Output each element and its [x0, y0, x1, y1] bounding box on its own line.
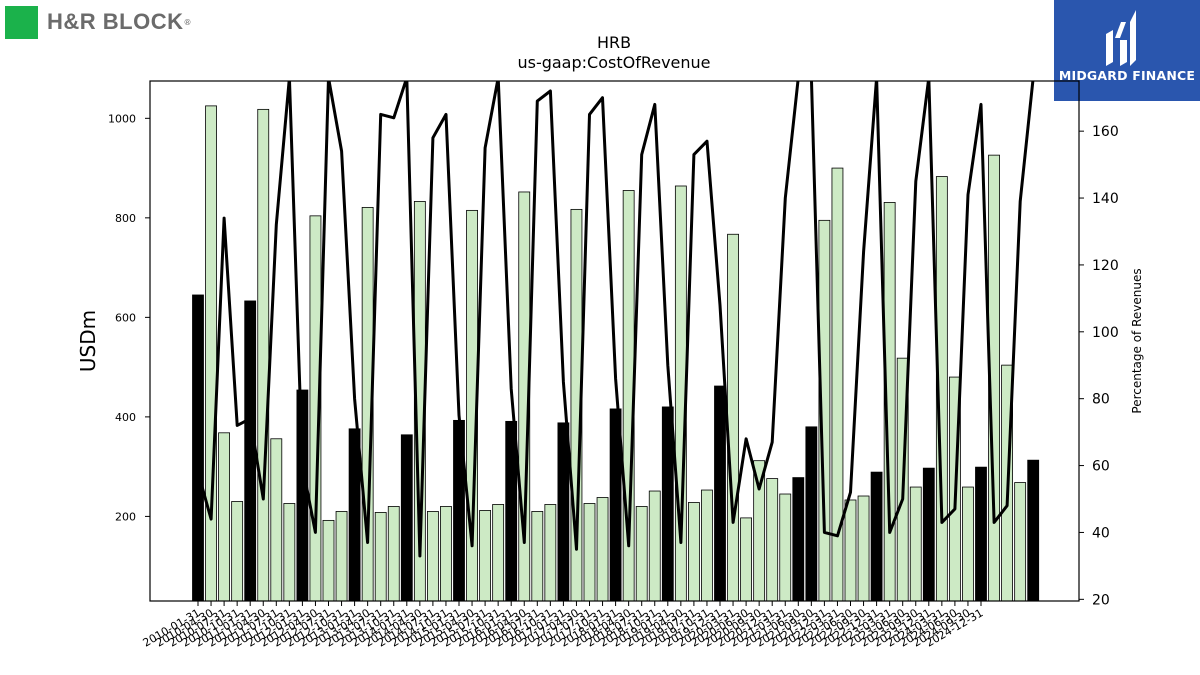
- y2-tick-label: 140: [1092, 191, 1119, 207]
- bar-quarter: [688, 502, 700, 602]
- y2-tick-label: 40: [1092, 525, 1110, 541]
- bar-quarter: [231, 501, 244, 602]
- bar-quarter: [1014, 482, 1027, 602]
- bar-quarter: [857, 495, 870, 602]
- bar-quarter: [583, 503, 596, 602]
- y2-tick-label: 20: [1092, 592, 1110, 608]
- bar-quarter: [962, 486, 974, 602]
- y-tick-label: 200: [115, 510, 136, 523]
- bar-annual: [1027, 459, 1040, 602]
- bar-annual: [792, 477, 805, 602]
- y-tick-label: 600: [115, 311, 136, 324]
- y-tick-label: 1000: [108, 112, 136, 125]
- midgard-wordmark: MIDGARD FINANCE: [1058, 68, 1196, 83]
- midgard-logo-graphic: [1054, 0, 1200, 101]
- y2-tick-label: 80: [1092, 392, 1110, 408]
- y2-tick-label: 100: [1092, 325, 1119, 341]
- chart-subtitle: us-gaap:CostOfRevenue: [517, 53, 710, 72]
- y2-tick-label: 160: [1092, 124, 1119, 140]
- midgard-monogram-icon: [1106, 10, 1136, 66]
- bar-quarter: [335, 511, 348, 602]
- bar-quarter: [727, 233, 739, 602]
- bar-quarter: [322, 519, 335, 602]
- chart-title: HRB: [597, 33, 631, 52]
- bar-quarter: [374, 512, 387, 602]
- bar-quarter: [766, 478, 779, 602]
- y2-tick-label: 60: [1092, 459, 1110, 475]
- bar-quarter: [753, 460, 766, 602]
- midgard-finance-logo: MIDGARD FINANCE: [1054, 0, 1200, 101]
- y2-tick-label: 120: [1092, 258, 1119, 274]
- y-axis-label: USDm: [76, 310, 100, 372]
- bar-quarter: [701, 489, 713, 602]
- bar-quarter: [740, 517, 752, 602]
- bar-quarter: [909, 486, 922, 602]
- bar-quarter: [844, 499, 857, 602]
- bar-quarter: [531, 511, 544, 602]
- y-tick-label: 400: [115, 411, 136, 424]
- pct-of-revenue-line: [196, 81, 1035, 558]
- bar-quarter: [440, 506, 452, 602]
- bar-annual: [714, 385, 726, 602]
- bar-quarter: [544, 504, 557, 602]
- line-layer: [196, 81, 1035, 558]
- bar-quarter: [387, 506, 400, 602]
- bar-quarter: [492, 504, 505, 602]
- axes-layer: 2004006008001000204060801001201401602010…: [108, 80, 1119, 650]
- bar-annual: [975, 466, 987, 602]
- bar-quarter: [648, 490, 661, 602]
- bar-quarter: [218, 432, 231, 602]
- bar-quarter: [635, 506, 648, 602]
- plot-frame: [149, 80, 1080, 602]
- bar-annual: [922, 467, 935, 602]
- bar-quarter: [426, 511, 439, 602]
- bar-quarter: [596, 497, 609, 602]
- y2-axis-label: Percentage of Revenues: [1130, 268, 1144, 413]
- bar-quarter: [257, 108, 270, 602]
- bar-quarter: [270, 438, 283, 602]
- y-tick-label: 800: [115, 212, 136, 225]
- hr-block-wordmark: H&R BLOCK: [47, 9, 184, 34]
- bar-annual: [870, 471, 883, 602]
- bar-annual: [192, 294, 204, 602]
- bar-quarter: [779, 493, 792, 602]
- bar-annual: [805, 426, 818, 602]
- hr-block-logo: H&R BLOCK ®: [5, 5, 192, 39]
- bar-annual: [400, 434, 413, 602]
- bar-quarter: [283, 503, 296, 602]
- hr-block-square-icon: [5, 5, 38, 39]
- bar-quarter: [479, 510, 492, 602]
- registered-mark: ®: [183, 17, 192, 27]
- bar-quarter: [205, 105, 217, 602]
